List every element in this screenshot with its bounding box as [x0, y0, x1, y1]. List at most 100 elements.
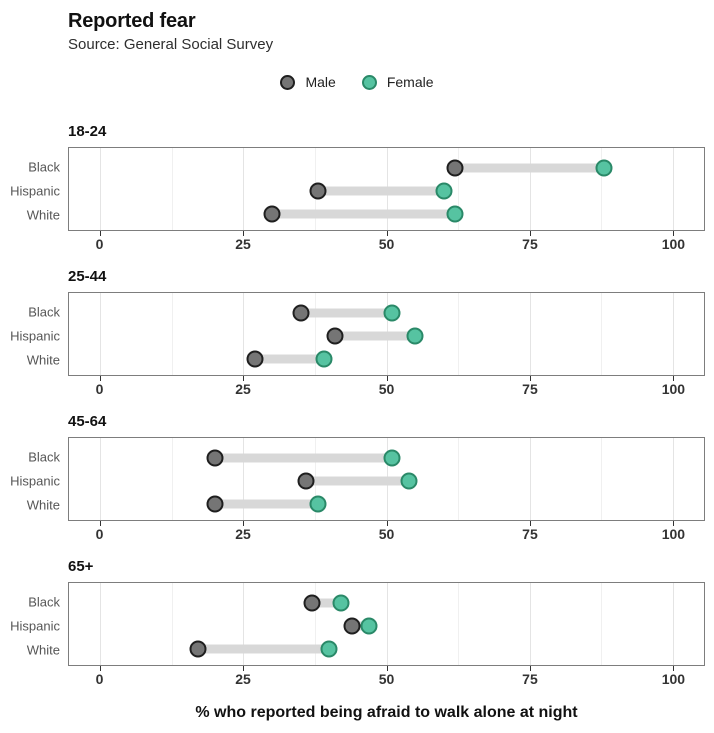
x-tick-label: 0 [95, 526, 104, 542]
dumbbell-bar [306, 476, 410, 486]
x-tick-mark [243, 376, 245, 381]
x-tick-label: 25 [235, 671, 251, 687]
male-data-point [246, 350, 264, 368]
gridline-minor [601, 148, 603, 230]
x-tick-mark [386, 231, 388, 236]
gridline-major [386, 583, 388, 665]
x-tick-mark [99, 231, 101, 236]
male-data-point [326, 327, 344, 345]
gridline-major [529, 148, 531, 230]
x-tick-label: 75 [522, 526, 538, 542]
female-data-point [383, 449, 401, 467]
plot-area [68, 147, 705, 231]
gridline-major [529, 293, 531, 375]
plot-area [68, 437, 705, 521]
chart-header: Reported fear Source: General Social Sur… [0, 0, 714, 56]
gridline-minor [458, 438, 459, 520]
panel-25-44: 25-44 Black Hispanic White 0 25 50 75 100 [0, 267, 714, 400]
legend-item-male: Male [280, 74, 336, 90]
gridline-minor [601, 293, 603, 375]
dumbbell-bar [214, 453, 393, 463]
x-tick-mark [529, 376, 531, 381]
x-tick-label: 100 [661, 236, 686, 252]
gridline-minor [171, 293, 173, 375]
gridline-major [672, 583, 674, 665]
gridline-minor [458, 148, 459, 230]
plot-area [68, 582, 705, 666]
gridline-minor [314, 583, 316, 665]
x-tick-label: 75 [522, 671, 538, 687]
x-tick-label: 25 [235, 381, 251, 397]
x-tick-mark [386, 376, 388, 381]
gridline-major [243, 583, 245, 665]
female-data-point [320, 640, 338, 658]
x-tick-mark [673, 521, 675, 526]
male-data-point [263, 205, 281, 223]
y-axis-label: Hispanic [10, 618, 60, 634]
gridline-major [100, 293, 102, 375]
x-tick-mark [386, 666, 388, 671]
panel-body: Black Hispanic White [0, 437, 714, 521]
chart-subtitle: Source: General Social Survey [68, 36, 274, 53]
gridline-major [100, 148, 102, 230]
x-tick-mark [529, 231, 531, 236]
male-data-point [343, 617, 361, 635]
gridline-minor [458, 293, 459, 375]
x-tick-mark [673, 231, 675, 236]
x-tick-label: 100 [661, 526, 686, 542]
x-tick-mark [673, 376, 675, 381]
gridline-major [243, 293, 245, 375]
dumbbell-bar [214, 499, 318, 509]
panel-title: 18-24 [68, 123, 107, 140]
gridline-major [672, 438, 674, 520]
x-tick-mark [243, 231, 245, 236]
x-tick-mark [99, 666, 101, 671]
dumbbell-bar [352, 621, 370, 631]
gridline-minor [171, 583, 173, 665]
gridline-major [529, 583, 531, 665]
x-tick-mark [529, 521, 531, 526]
gridline-major [100, 583, 102, 665]
male-data-point [189, 640, 207, 658]
panel-title: 65+ [68, 558, 94, 575]
dumbbell-bar [455, 163, 604, 173]
x-axis: 0 25 50 75 100 [68, 376, 705, 400]
gridline-minor [171, 148, 173, 230]
gridline-minor [601, 438, 603, 520]
x-tick-mark [673, 666, 675, 671]
y-axis-label: Black [28, 594, 60, 610]
x-tick-label: 75 [522, 236, 538, 252]
dumbbell-bar [272, 209, 456, 219]
x-tick-label: 50 [378, 236, 395, 252]
x-axis: 0 25 50 75 100 [68, 666, 705, 690]
x-tick-mark [529, 666, 531, 671]
female-data-point [383, 304, 401, 322]
dumbbell-bar [197, 644, 330, 654]
y-axis-label: White [26, 642, 60, 658]
x-tick-mark [243, 521, 245, 526]
x-tick-label: 25 [235, 236, 251, 252]
x-tick-mark [99, 376, 101, 381]
female-data-point [400, 472, 418, 490]
male-data-point [292, 304, 310, 322]
y-axis-label: Hispanic [10, 183, 60, 199]
male-data-point [446, 159, 464, 177]
x-axis-title: % who reported being afraid to walk alon… [195, 704, 578, 721]
x-tick-mark [99, 521, 101, 526]
x-tick-label: 0 [95, 236, 104, 252]
male-data-point [309, 182, 327, 200]
dumbbell-bar [335, 331, 416, 341]
legend-label-female: Female [386, 74, 434, 90]
panels-container: 18-24 Black Hispanic White 0 25 50 75 100 25-44 Bl… [0, 122, 714, 690]
panel-title: 25-44 [68, 268, 107, 285]
y-axis-label: White [26, 352, 60, 368]
gridline-major [243, 148, 245, 230]
legend-label-male: Male [305, 74, 336, 90]
female-dot-icon [361, 74, 377, 90]
dumbbell-bar [317, 186, 444, 196]
dumbbell-bar [312, 598, 341, 608]
x-tick-label: 50 [378, 671, 395, 687]
female-data-point [315, 350, 333, 368]
y-axis-label: White [26, 207, 60, 223]
x-tick-label: 0 [95, 671, 104, 687]
